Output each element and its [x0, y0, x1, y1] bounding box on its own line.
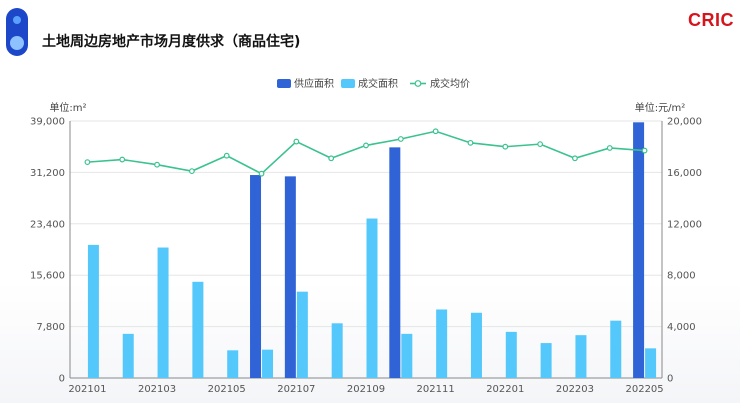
x-tick-label: 202101 [68, 384, 106, 395]
price-point [258, 170, 265, 177]
price-point [432, 128, 439, 135]
y-right-unit-label: 单位:元/m² [635, 101, 686, 114]
x-tick-label: 202203 [556, 384, 594, 395]
y-right-tick-label: 0 [667, 374, 673, 385]
cric-logo: CRIC [688, 10, 734, 30]
deal-bar [87, 244, 99, 378]
x-tick-label: 202111 [417, 384, 455, 395]
price-point [363, 142, 369, 149]
y-left-tick-label: 7,800 [36, 322, 65, 333]
deal-bar [470, 312, 482, 378]
x-tick-label: 202105 [208, 384, 246, 395]
y-left-tick-label: 0 [59, 374, 65, 385]
y-right-tick-label: 4,000 [667, 322, 696, 333]
legend-label: 供应面积 [294, 77, 334, 90]
x-tick-label: 202109 [347, 384, 385, 395]
deal-bar [296, 291, 308, 378]
deal-bar [366, 218, 378, 378]
x-tick-label: 202205 [625, 384, 663, 395]
deal-bar [122, 333, 134, 378]
deal-bar [575, 335, 587, 378]
deal-bar [540, 343, 552, 378]
legend-price-marker [414, 80, 422, 87]
legend-deal-swatch [341, 79, 355, 88]
deal-bar [157, 247, 169, 378]
price-point [293, 138, 300, 145]
x-tick-label: 202103 [138, 384, 176, 395]
price-line [87, 130, 645, 175]
supply-bar [250, 175, 262, 378]
price-point [397, 136, 404, 142]
supply-bar [633, 122, 645, 378]
y-left-unit-label: 单位:m² [49, 101, 86, 114]
deal-bar [192, 281, 204, 378]
x-tick-label: 202201 [486, 384, 524, 395]
y-left-tick-label: 39,000 [30, 117, 65, 128]
y-right-tick-label: 12,000 [667, 219, 702, 230]
legend-supply-swatch [277, 79, 291, 88]
y-right-tick-label: 8,000 [667, 271, 696, 282]
deal-bar [262, 349, 274, 378]
supply-bar [389, 147, 401, 378]
y-left-tick-label: 31,200 [30, 168, 65, 179]
legend-label: 成交均价 [430, 77, 470, 90]
price-point [223, 152, 230, 159]
deal-bar [401, 333, 413, 378]
supply-bar [284, 176, 296, 378]
deal-bar [331, 323, 343, 378]
deal-bar [505, 331, 517, 378]
deal-bar [610, 320, 622, 378]
legend-label: 成交面积 [358, 77, 398, 90]
price-point [154, 161, 160, 168]
price-point [641, 147, 648, 154]
price-point [467, 139, 474, 146]
price-point [537, 141, 544, 148]
price-point [188, 168, 195, 175]
x-tick-label: 202107 [277, 384, 315, 395]
price-point [328, 155, 335, 162]
y-left-tick-label: 15,600 [30, 271, 65, 282]
price-point [84, 159, 91, 166]
price-point [502, 143, 509, 150]
price-point [572, 155, 578, 162]
deal-bar [645, 348, 657, 378]
y-left-tick-label: 23,400 [30, 219, 65, 230]
deal-bar [227, 350, 239, 378]
brand-marker-icon [6, 8, 28, 56]
y-right-tick-label: 16,000 [667, 168, 702, 179]
deal-bar [436, 309, 448, 378]
page-title: 土地周边房地产市场月度供求（商品住宅) [42, 34, 301, 50]
price-point [606, 145, 613, 151]
price-point [119, 156, 126, 163]
y-right-tick-label: 20,000 [667, 117, 702, 128]
